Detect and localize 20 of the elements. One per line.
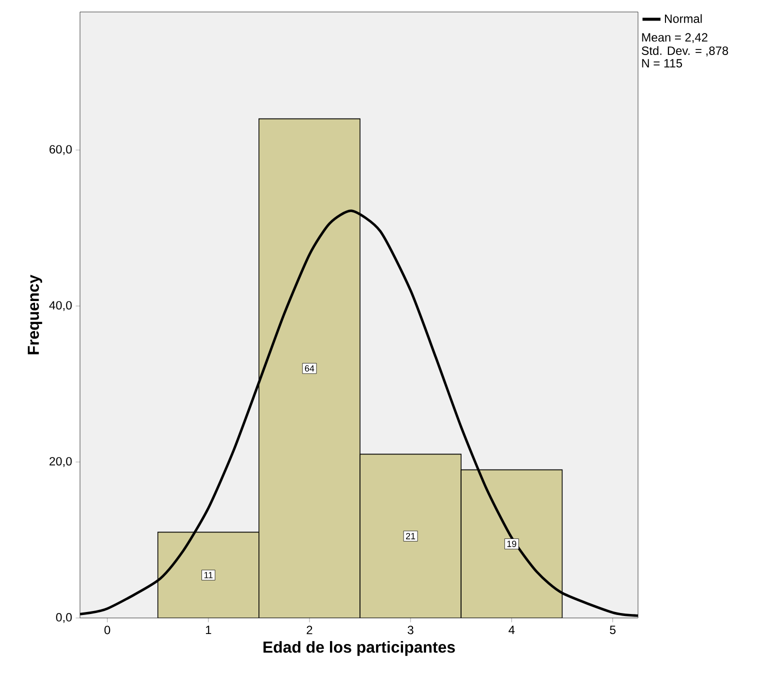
y-axis-title: Frequency (28, 274, 42, 354)
text: Std. Dev. = ,878 (642, 46, 728, 56)
y-tick-label: 60,0 (50, 145, 72, 155)
x-axis-title: Edad de los participantes (264, 641, 455, 656)
data-label: 11 (204, 572, 213, 578)
text: N = 115 (642, 59, 682, 68)
x-tick-label: 3 (408, 626, 414, 634)
data-label: 21 (406, 532, 416, 540)
y-tick-label: 40,0 (49, 301, 72, 311)
x-tick-label: 4 (508, 626, 515, 634)
text: Mean = 2,42 (642, 33, 708, 44)
x-tick-label: 1 (206, 626, 212, 634)
data-label: 64 (304, 365, 314, 372)
y-tick-label: 20,0 (50, 457, 72, 467)
legend-label: Normal (664, 14, 702, 23)
x-tick-label: 2 (306, 626, 312, 634)
data-label: 19 (507, 540, 516, 548)
x-tick-label: 0 (104, 626, 110, 634)
x-tick-label: 5 (610, 626, 616, 634)
y-tick-label: 0,0 (56, 613, 72, 623)
